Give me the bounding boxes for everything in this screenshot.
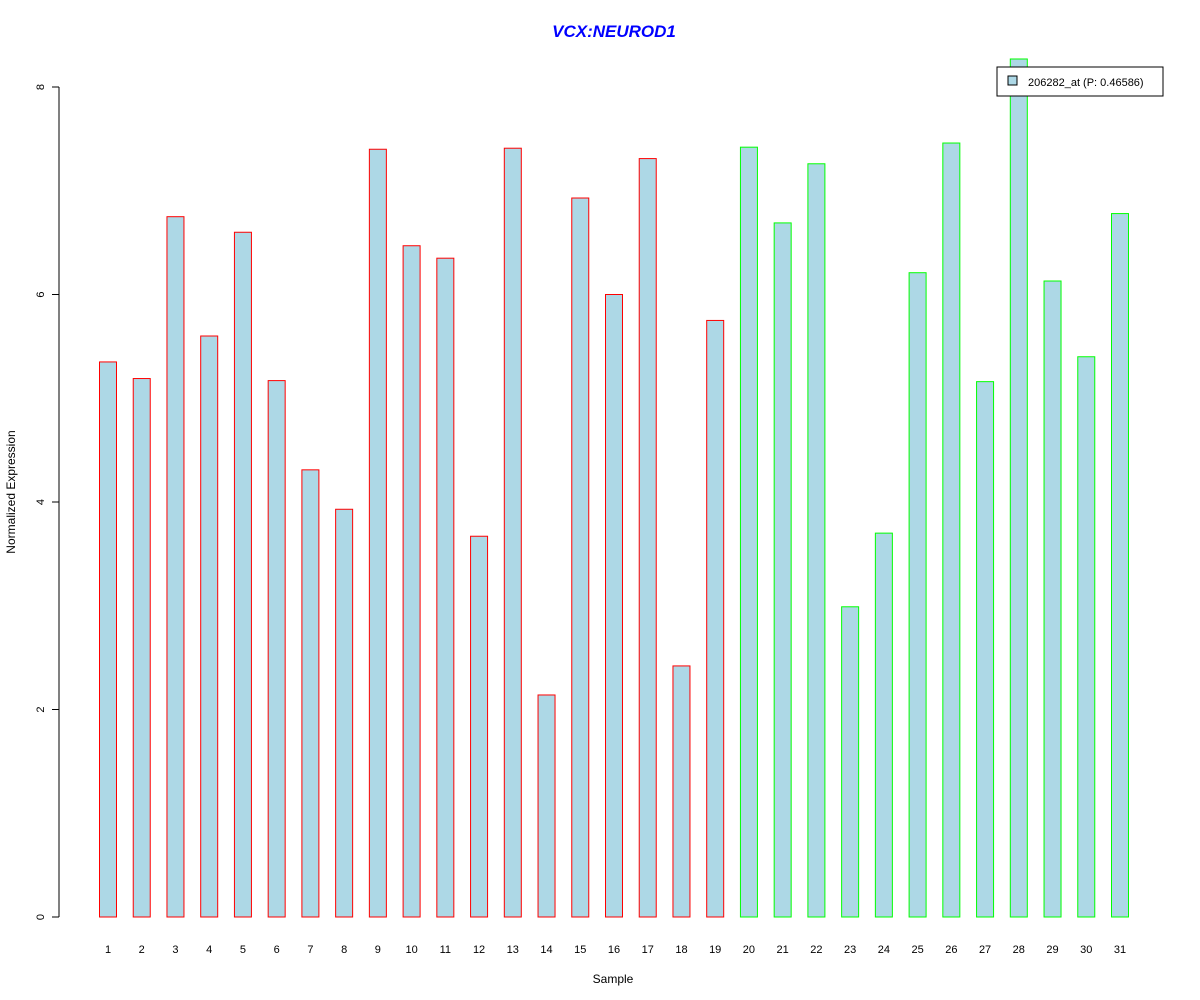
- x-tick-label: 1: [105, 944, 111, 956]
- x-tick-label: 24: [878, 944, 890, 956]
- bar-11: [436, 257, 455, 918]
- x-tick-label: 14: [540, 944, 552, 956]
- bar-18: [672, 665, 691, 918]
- y-tick-label: 2: [35, 706, 47, 712]
- bar-14: [537, 694, 556, 918]
- y-tick-label: 8: [35, 84, 47, 90]
- x-tick-label: 21: [777, 944, 789, 956]
- bars: [99, 58, 1129, 918]
- bar-20: [739, 146, 758, 918]
- x-tick-label: 25: [911, 944, 923, 956]
- bar-6: [267, 380, 286, 918]
- x-tick-label: 28: [1013, 944, 1025, 956]
- x-tick-label: 12: [473, 944, 485, 956]
- bar-9: [368, 148, 387, 918]
- x-tick-label: 10: [405, 944, 417, 956]
- bar-24: [874, 532, 893, 918]
- legend: 206282_at (P: 0.46586): [996, 66, 1164, 97]
- bar-2: [132, 378, 151, 918]
- x-tick-label: 7: [307, 944, 313, 956]
- bar-28: [1009, 58, 1028, 918]
- x-tick-label: 26: [945, 944, 957, 956]
- x-tick-label: 9: [375, 944, 381, 956]
- bar-12: [470, 535, 489, 918]
- x-tick-label: 30: [1080, 944, 1092, 956]
- x-axis: 1 2 3 4 5 6 7 8 9 10 11 12 13 14 15 16 17 18 19 20 21 22 23 24 2…: [105, 944, 1126, 956]
- bar-22: [807, 163, 826, 918]
- bar-30: [1077, 356, 1096, 918]
- bar-15: [571, 197, 590, 918]
- bar-10: [402, 245, 421, 918]
- x-tick-label: 18: [675, 944, 687, 956]
- legend-label: 206282_at (P: 0.46586): [1028, 77, 1144, 89]
- bar-16: [605, 294, 623, 918]
- x-tick-label: 16: [608, 944, 620, 956]
- bar-5: [233, 231, 252, 918]
- y-axis-label: Normalized Expression: [4, 430, 18, 553]
- chart-title: VCX:NEUROD1: [552, 22, 676, 41]
- x-tick-label: 6: [274, 944, 280, 956]
- bar-4: [200, 335, 219, 918]
- x-tick-label: 23: [844, 944, 856, 956]
- y-axis: 0 2 4 6 8: [35, 84, 60, 920]
- bar-27: [976, 381, 995, 918]
- bar-23: [841, 606, 860, 918]
- x-tick-label: 11: [440, 944, 451, 956]
- bar-7: [301, 469, 320, 918]
- x-tick-label: 17: [642, 944, 654, 956]
- bar-8: [335, 508, 354, 918]
- x-tick-label: 3: [172, 944, 178, 956]
- bar-3: [166, 216, 185, 918]
- y-tick-label: 4: [35, 499, 47, 505]
- bar-19: [706, 319, 725, 918]
- bar-1: [99, 361, 117, 918]
- y-tick-label: 6: [35, 291, 47, 297]
- bar-25: [908, 272, 927, 918]
- bar-21: [773, 222, 792, 918]
- x-tick-label: 20: [743, 944, 755, 956]
- x-tick-label: 8: [341, 944, 347, 956]
- x-tick-label: 13: [507, 944, 519, 956]
- y-tick-label: 0: [35, 914, 47, 920]
- x-tick-label: 15: [574, 944, 586, 956]
- x-tick-label: 31: [1114, 944, 1126, 956]
- legend-swatch: [1007, 75, 1018, 86]
- bar-31: [1111, 213, 1129, 918]
- bar-26: [942, 142, 961, 918]
- x-tick-label: 2: [139, 944, 145, 956]
- bar-17: [638, 158, 657, 918]
- x-tick-label: 19: [709, 944, 721, 956]
- x-tick-label: 29: [1046, 944, 1058, 956]
- x-tick-label: 27: [979, 944, 991, 956]
- legend-box: [996, 66, 1164, 97]
- bar-29: [1043, 280, 1062, 918]
- x-tick-label: 22: [810, 944, 822, 956]
- bar-13: [503, 147, 522, 918]
- x-tick-label: 5: [240, 944, 246, 956]
- x-axis-label: Sample: [593, 972, 634, 986]
- x-tick-label: 4: [206, 944, 212, 956]
